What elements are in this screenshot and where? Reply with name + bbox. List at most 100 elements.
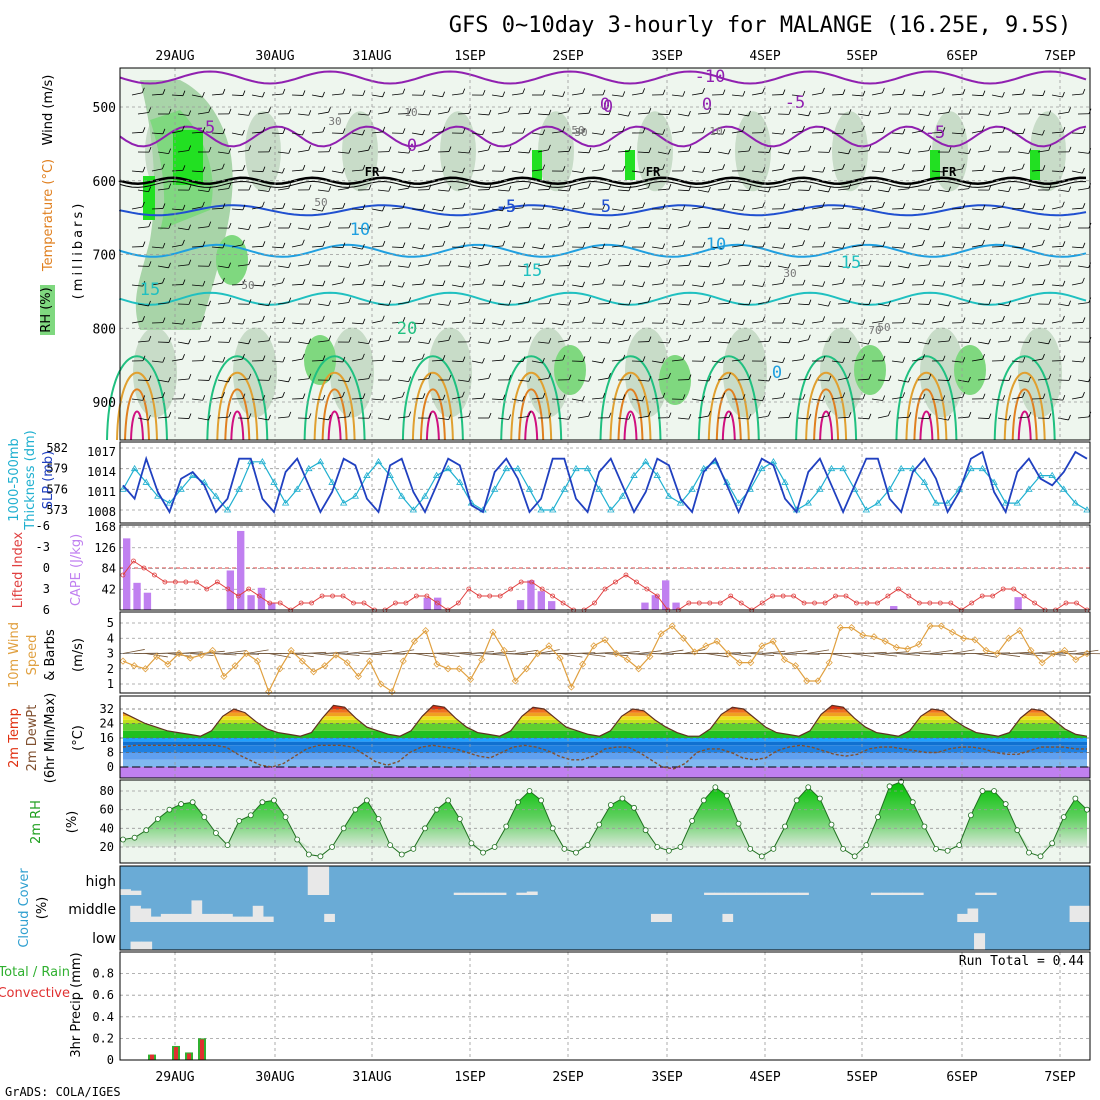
li-marker	[162, 579, 168, 585]
wind-barb	[402, 391, 405, 397]
li-marker	[466, 586, 472, 592]
wind-barb	[148, 146, 152, 153]
wind-barb	[377, 111, 389, 115]
wind-barb	[782, 317, 786, 324]
wind-barb	[388, 335, 392, 341]
wind-barb	[817, 340, 829, 343]
wind-tick-label: 3	[107, 647, 114, 661]
wind-barb	[391, 360, 403, 363]
wind-barb	[762, 395, 765, 401]
cloud-cover-bar	[891, 892, 903, 895]
wind-barb	[622, 280, 626, 286]
wind-barb	[888, 261, 892, 267]
wind-barb	[791, 322, 803, 325]
wind-barb	[351, 246, 363, 250]
wind-speed-marker	[814, 677, 822, 685]
wind-barb	[731, 322, 743, 325]
rh-marker	[375, 816, 382, 822]
wind-barb	[817, 112, 829, 115]
wind-barb	[937, 112, 949, 115]
wind-barb	[282, 356, 286, 363]
thickness-marker	[305, 464, 313, 472]
wind-barb	[151, 208, 163, 210]
li-marker	[340, 593, 346, 599]
wind-barb	[462, 316, 466, 323]
wind-barb	[151, 360, 163, 363]
thickness-marker	[258, 458, 267, 465]
wind-barb	[737, 264, 749, 267]
wind-barb	[588, 376, 592, 382]
wind-speed-marker	[556, 654, 564, 662]
temp-contour-label: -5	[925, 123, 945, 143]
rh-max-area	[532, 150, 542, 180]
wind-barb	[831, 132, 843, 135]
wind-barb	[988, 110, 992, 116]
thickness-marker	[165, 499, 174, 506]
wind-barb	[777, 265, 789, 269]
temp-band	[123, 752, 1087, 760]
wind-barb	[768, 107, 772, 114]
wind-barb	[862, 165, 866, 171]
wind-barb	[537, 341, 549, 344]
rh-contour-area	[440, 111, 476, 192]
li-marker	[801, 600, 807, 606]
wind-barb	[511, 360, 523, 362]
wind-barb	[271, 322, 283, 324]
wind-barb	[522, 281, 525, 288]
wind-barb	[1077, 188, 1089, 191]
rh-max-area	[930, 150, 940, 180]
wind-barb	[337, 416, 349, 419]
wind-barb	[1071, 360, 1083, 363]
temp-tick-label: 32	[100, 702, 114, 716]
wind-barb	[271, 360, 283, 363]
temp-contour-label: -10	[695, 67, 726, 87]
wind-barb	[508, 220, 511, 227]
wind-barb	[882, 281, 886, 287]
wind-barb	[197, 303, 209, 307]
wind-barb	[837, 377, 849, 381]
wind-barb	[477, 378, 489, 381]
wind-barb	[531, 132, 543, 135]
li-marker	[131, 558, 136, 564]
wind-barb	[197, 112, 209, 115]
wind-speed-marker	[455, 665, 463, 673]
wind-barb	[1028, 337, 1032, 343]
precip-convective-bar	[200, 1039, 204, 1060]
wind-barb	[848, 183, 852, 190]
wind-barb	[791, 244, 803, 248]
rh-contour-label: 50	[571, 124, 584, 137]
wind-barb	[888, 186, 891, 192]
wind-barb	[688, 299, 692, 306]
wind-barb	[491, 94, 503, 97]
wind-barb	[362, 164, 366, 171]
wind-barb	[757, 379, 769, 382]
wind-tick-label: 2	[107, 662, 114, 676]
wind-barb	[342, 391, 345, 398]
wind-speed-marker	[904, 645, 912, 653]
temp-contour-line	[130, 410, 144, 441]
wind-speed-marker	[253, 657, 262, 665]
wind-barb	[988, 184, 992, 191]
thickness-marker	[1083, 506, 1091, 513]
wind-barb	[651, 246, 663, 249]
wind-barb	[197, 226, 209, 229]
li-tick-label: -6	[36, 519, 50, 533]
wind-barb	[211, 168, 223, 172]
wind-barb	[728, 148, 731, 155]
wind-barb	[191, 398, 203, 401]
wind-barb	[282, 277, 285, 283]
wind-barb	[497, 225, 509, 229]
wind-barb	[348, 222, 352, 229]
wind-barb	[291, 283, 303, 286]
wind-barb	[377, 340, 389, 343]
wind-barb	[1061, 201, 1065, 207]
wind-barb	[762, 202, 765, 208]
wind-barb	[648, 296, 651, 303]
rh-legend-swatch	[40, 285, 55, 335]
wind-barb	[722, 164, 725, 170]
wind-barb	[291, 169, 303, 172]
wind-barb	[148, 107, 152, 113]
wind-barb	[822, 241, 826, 247]
wind-barb	[607, 144, 611, 150]
wind-speed-marker	[343, 659, 351, 667]
